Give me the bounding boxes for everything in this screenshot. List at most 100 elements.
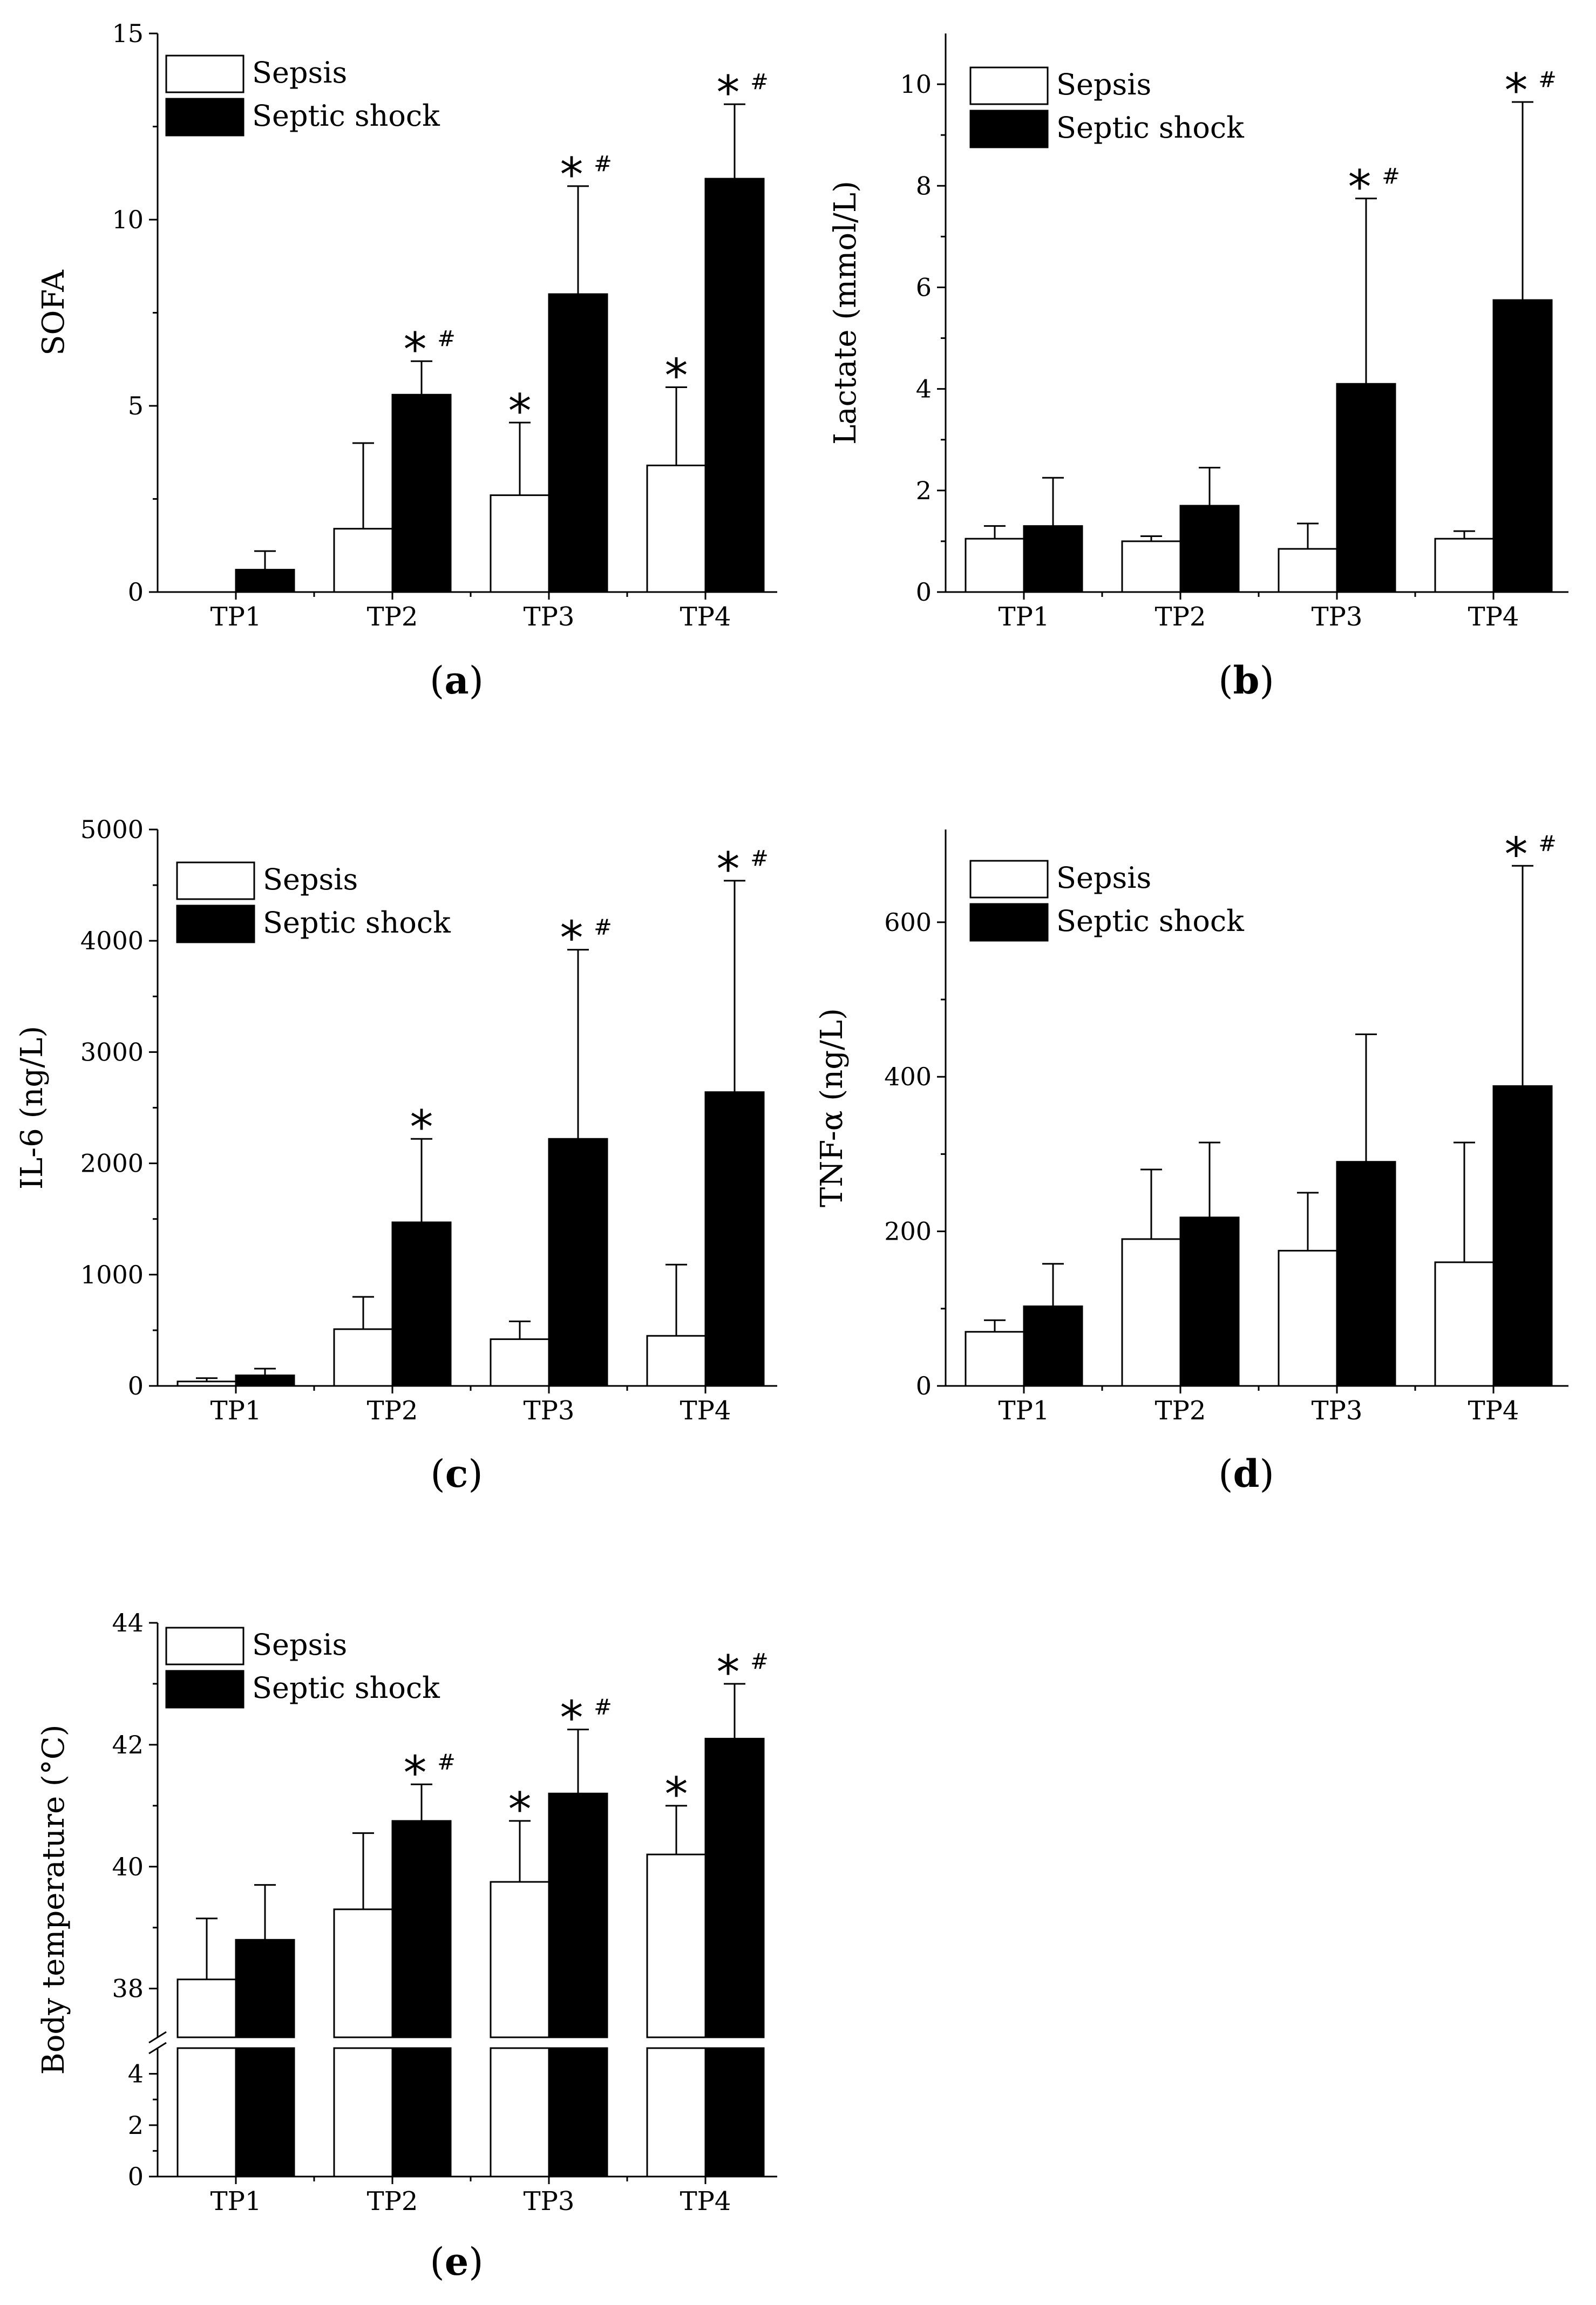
significance-star: * xyxy=(560,1691,583,1745)
significance-hash: # xyxy=(750,70,769,94)
y-tick-label: 0 xyxy=(128,1371,144,1400)
sepsis-bar-tp2 xyxy=(1121,540,1181,593)
x-tick-label-tp3: TP3 xyxy=(1312,1396,1363,1426)
bars xyxy=(965,101,1553,593)
septic-shock-bar-tp1 xyxy=(1023,525,1083,593)
septic-shock-bar-tp4 xyxy=(704,1738,765,2038)
significance-hash: # xyxy=(594,152,612,176)
septic-shock-bar-tp3 xyxy=(548,1792,608,2038)
legend-swatch-sepsis xyxy=(176,861,255,900)
bars xyxy=(235,103,765,593)
y-tick-label: 0 xyxy=(128,2162,144,2191)
y-tick-label: 4 xyxy=(128,2059,144,2089)
septic-shock-bar-tp4 xyxy=(1492,299,1553,593)
sepsis-bar-tp2 xyxy=(333,528,393,593)
legend: Sepsis Septic shock xyxy=(165,55,440,137)
panel-c-il6-chart: 0 1000 2000 3000 4000 5000 TP1 TP2 TP3 TP4 IL-6 (n… xyxy=(15,815,777,1496)
panel-label: (b) xyxy=(1218,658,1274,703)
septic-shock-bar-tp1-lower xyxy=(235,2047,295,2178)
significance-hash: # xyxy=(1538,831,1557,856)
legend: Sepsis Septic shock xyxy=(969,860,1245,942)
sepsis-bar-tp1 xyxy=(965,1331,1025,1387)
sepsis-bar-tp4-lower xyxy=(646,2047,707,2178)
sepsis-bar-tp3 xyxy=(1278,1249,1338,1387)
septic-shock-bar-tp3 xyxy=(1336,383,1396,593)
significance-star: * xyxy=(508,384,532,438)
x-tick-label-tp4: TP4 xyxy=(1468,1396,1519,1426)
septic-shock-bar-tp3-lower xyxy=(548,2047,608,2178)
sepsis-bar-tp2-lower xyxy=(333,2047,393,2178)
y-tick-label: 2 xyxy=(916,476,932,505)
septic-shock-bar-tp1 xyxy=(235,1939,295,2038)
significance-star: * xyxy=(665,1767,688,1821)
legend-swatch-sepsis xyxy=(969,66,1049,105)
y-axis-label: IL-6 (ng/L) xyxy=(15,1026,50,1189)
y-tick-label: 2 xyxy=(128,2111,144,2140)
y-tick-label: 40 xyxy=(112,1852,144,1881)
significance-annotations: * # * # xyxy=(1348,64,1557,214)
septic-shock-bar-tp4 xyxy=(704,1091,765,1387)
y-axis-label: Body temperature (°C) xyxy=(36,1725,71,2075)
x-tick-label-tp3: TP3 xyxy=(524,2186,575,2216)
x-tick-label-tp2: TP2 xyxy=(1155,1396,1206,1426)
sepsis-bar-tp4 xyxy=(646,1853,707,2038)
axes: 0 2 4 6 8 10 TP1 TP2 TP3 TP4 xyxy=(900,33,1568,632)
legend-swatch-septic-shock xyxy=(165,1670,245,1709)
significance-star: * xyxy=(404,1746,427,1800)
x-tick-label-tp1: TP1 xyxy=(999,602,1050,632)
y-tick-label: 400 xyxy=(884,1062,932,1091)
panel-label: (d) xyxy=(1218,1451,1274,1496)
y-tick-label: 600 xyxy=(884,908,932,937)
bars xyxy=(176,1683,765,2178)
panel-label: (e) xyxy=(430,2239,483,2284)
x-tick-label-tp1: TP1 xyxy=(999,1396,1050,1426)
legend-swatch-septic-shock xyxy=(165,98,245,137)
panel-e-body-temperature-chart: 38 40 42 44 0 2 4 TP1 TP2 TP3 TP4 Body temperature … xyxy=(36,1608,777,2284)
legend-label-septic-shock: Septic shock xyxy=(1056,904,1245,938)
sepsis-bar-tp3 xyxy=(1278,548,1338,593)
septic-shock-bar-tp2 xyxy=(391,1820,452,2038)
significance-star: * xyxy=(665,349,688,403)
sepsis-bar-tp2 xyxy=(333,1908,393,2038)
x-tick-label-tp4: TP4 xyxy=(1468,602,1519,632)
x-tick-label-tp4: TP4 xyxy=(680,2186,731,2216)
bars xyxy=(176,880,765,1387)
septic-shock-bar-tp1 xyxy=(235,1374,295,1387)
y-tick-label: 6 xyxy=(916,273,932,302)
y-tick-label: 10 xyxy=(900,70,932,99)
significance-star: * xyxy=(1505,64,1528,118)
sepsis-bar-tp3 xyxy=(490,494,550,593)
y-axis-label: SOFA xyxy=(36,270,71,356)
x-tick-label-tp2: TP2 xyxy=(1155,602,1206,632)
significance-hash: # xyxy=(1538,67,1557,92)
sepsis-bar-tp4 xyxy=(1434,538,1495,593)
x-tick-label-tp4: TP4 xyxy=(680,602,731,632)
sepsis-bar-tp3-lower xyxy=(490,2047,550,2178)
significance-annotations: * # * * # * * # xyxy=(404,1646,769,1837)
legend-swatch-septic-shock xyxy=(176,905,255,943)
y-tick-label: 10 xyxy=(112,205,144,234)
axes: 0 5 10 15 TP1 TP2 TP3 TP4 xyxy=(112,19,777,632)
sepsis-bar-tp2 xyxy=(333,1328,393,1387)
septic-shock-bar-tp3 xyxy=(548,293,608,593)
panel-label: (a) xyxy=(430,658,484,703)
y-tick-label: 4 xyxy=(916,375,932,404)
legend-swatch-sepsis xyxy=(969,860,1049,899)
legend-label-sepsis: Sepsis xyxy=(263,862,358,896)
y-tick-label: 4000 xyxy=(80,926,144,955)
x-tick-label-tp2: TP2 xyxy=(367,1396,418,1426)
y-tick-label: 0 xyxy=(128,577,144,607)
significance-hash: # xyxy=(750,846,769,871)
sepsis-bar-tp1-lower xyxy=(176,2047,237,2178)
y-tick-label: 42 xyxy=(112,1730,144,1759)
septic-shock-bar-tp2 xyxy=(1179,505,1240,593)
x-tick-label-tp2: TP2 xyxy=(367,602,418,632)
y-tick-label: 44 xyxy=(112,1608,144,1637)
septic-shock-bar-tp3 xyxy=(548,1138,608,1387)
legend-label-septic-shock: Septic shock xyxy=(1056,111,1245,145)
x-tick-label-tp1: TP1 xyxy=(210,1396,262,1426)
septic-shock-bar-tp1 xyxy=(235,569,295,593)
septic-shock-bar-tp4 xyxy=(704,178,765,593)
sepsis-bar-tp3 xyxy=(490,1338,550,1387)
